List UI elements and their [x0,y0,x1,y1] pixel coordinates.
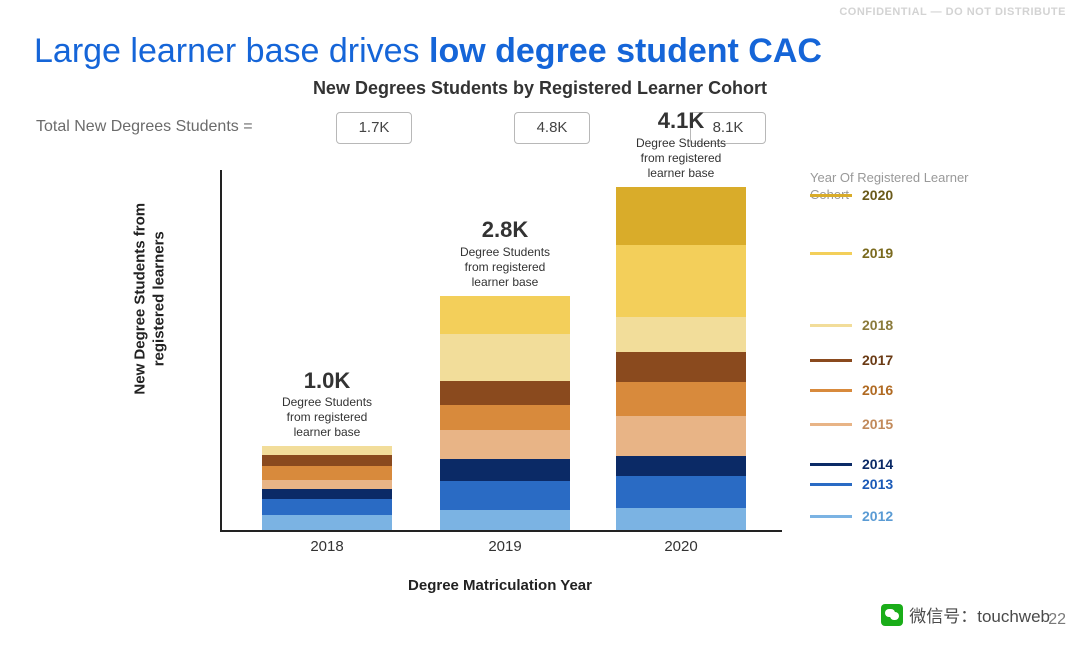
legend-item-2015: 2015 [810,414,980,434]
legend-item-2016: 2016 [810,380,980,400]
legend-item-2019: 2019 [810,243,980,263]
x-tick: 2019 [440,538,570,555]
bar-2018 [262,446,392,530]
segment-2018 [262,446,392,454]
legend-swatch [810,463,852,466]
legend-label: 2018 [862,317,893,333]
legend-swatch [810,252,852,255]
bar-label: 1.0KDegree Studentsfrom registered learn… [207,367,447,441]
x-tick: 2020 [616,538,746,555]
legend-item-2012: 2012 [810,506,980,526]
x-tick: 2018 [262,538,392,555]
segment-2018 [440,334,570,381]
confidential-label: CONFIDENTIAL — DO NOT DISTRIBUTE [839,6,1066,18]
total-box: 1.7K [336,112,412,144]
bar-2020 [616,187,746,530]
page-title: Large learner base drives low degree stu… [34,32,822,71]
title-prefix: Large learner base drives [34,32,429,70]
legend-item-2018: 2018 [810,315,980,335]
segment-2017 [616,352,746,382]
segment-2014 [262,489,392,499]
legend-swatch [810,423,852,426]
legend-item-2013: 2013 [810,474,980,494]
chart-subtitle: New Degrees Students by Registered Learn… [0,78,1080,99]
segment-2017 [262,455,392,467]
segment-2015 [440,430,570,458]
segment-2017 [440,381,570,405]
segment-2019 [440,296,570,335]
legend-swatch [810,324,852,327]
bar-label: 2.8KDegree Studentsfrom registered learn… [385,216,625,290]
segment-2019 [616,245,746,317]
segment-2012 [262,515,392,530]
legend-swatch [810,515,852,518]
legend-label: 2020 [862,187,893,203]
segment-2014 [616,456,746,476]
page-number: 22 [1048,611,1066,629]
wechat-icon [881,604,903,626]
totals-row: Total New Degrees Students = 1.7K4.8K8.1… [36,112,960,148]
segment-2013 [616,476,746,508]
legend-item-2014: 2014 [810,454,980,474]
segment-2013 [440,481,570,509]
legend-label: 2019 [862,245,893,261]
legend-swatch [810,483,852,486]
segment-2014 [440,459,570,482]
segment-2012 [616,508,746,530]
bar-label: 4.1KDegree Studentsfrom registered learn… [561,107,801,181]
watermark-text: 微信号：touchweb [909,602,1050,627]
segment-2016 [440,405,570,430]
legend-swatch [810,194,852,197]
title-bold: low degree student CAC [429,32,822,70]
segment-2013 [262,499,392,515]
totals-label: Total New Degrees Students = [36,118,253,136]
chart-legend: Year Of Registered Learner Cohort 202020… [810,170,980,208]
chart-plot: 1.0KDegree Studentsfrom registered learn… [220,170,782,532]
legend-label: 2012 [862,508,893,524]
bar-2019 [440,296,570,530]
legend-item-2020: 2020 [810,185,980,205]
segment-2016 [262,466,392,479]
legend-item-2017: 2017 [810,350,980,370]
legend-label: 2016 [862,382,893,398]
chart-area: New Degree Students from registered lear… [150,160,920,590]
segment-2012 [440,510,570,530]
legend-swatch [810,359,852,362]
x-axis-label: Degree Matriculation Year [220,577,780,594]
segment-2015 [262,480,392,489]
y-axis-label: New Degree Students from registered lear… [131,179,169,419]
segment-2015 [616,416,746,456]
segment-2018 [616,317,746,352]
legend-swatch [810,389,852,392]
legend-label: 2017 [862,352,893,368]
legend-label: 2013 [862,476,893,492]
watermark: 微信号：touchweb [881,602,1050,627]
legend-label: 2015 [862,416,893,432]
segment-2020 [616,187,746,245]
segment-2016 [616,382,746,416]
legend-label: 2014 [862,456,893,472]
